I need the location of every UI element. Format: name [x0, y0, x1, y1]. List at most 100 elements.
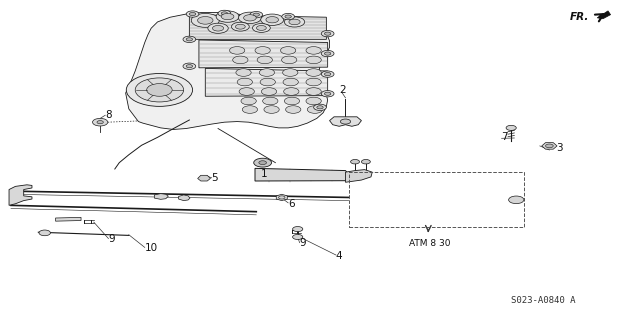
Circle shape [183, 36, 196, 42]
Circle shape [262, 97, 278, 105]
Circle shape [284, 97, 300, 105]
Circle shape [284, 88, 299, 95]
Circle shape [186, 11, 199, 17]
Circle shape [186, 65, 193, 68]
Circle shape [255, 47, 270, 54]
Circle shape [509, 196, 524, 204]
Circle shape [321, 91, 334, 97]
Circle shape [243, 106, 257, 113]
Circle shape [306, 47, 321, 54]
Circle shape [147, 84, 172, 96]
Circle shape [545, 144, 553, 148]
Text: 6: 6 [288, 199, 295, 209]
Text: 8: 8 [105, 110, 112, 120]
Circle shape [260, 78, 275, 86]
Circle shape [218, 10, 231, 17]
Text: 9: 9 [108, 234, 115, 243]
Circle shape [324, 72, 331, 76]
Circle shape [97, 121, 103, 124]
Polygon shape [276, 194, 287, 201]
Circle shape [253, 158, 271, 167]
Circle shape [186, 38, 193, 41]
Circle shape [244, 15, 256, 21]
Circle shape [280, 47, 296, 54]
Circle shape [260, 14, 284, 26]
Text: FR.: FR. [570, 12, 589, 22]
Bar [349, 172, 524, 227]
Text: 2: 2 [339, 85, 346, 95]
Circle shape [252, 24, 270, 33]
Circle shape [317, 106, 323, 109]
Circle shape [221, 12, 228, 15]
Circle shape [126, 73, 193, 106]
Circle shape [306, 69, 321, 76]
Text: 1: 1 [261, 169, 268, 179]
Circle shape [283, 69, 298, 76]
Circle shape [239, 88, 254, 95]
Polygon shape [205, 69, 328, 96]
Circle shape [39, 230, 51, 236]
Circle shape [292, 226, 303, 232]
Polygon shape [199, 40, 328, 68]
Circle shape [340, 119, 351, 124]
Circle shape [506, 125, 516, 130]
Polygon shape [346, 170, 372, 182]
Circle shape [306, 78, 321, 86]
Polygon shape [541, 143, 557, 149]
Circle shape [284, 17, 305, 27]
Circle shape [289, 19, 300, 25]
Polygon shape [9, 185, 32, 205]
Text: ATM 8 30: ATM 8 30 [409, 239, 451, 248]
Polygon shape [179, 195, 190, 201]
Circle shape [362, 160, 371, 164]
Circle shape [236, 69, 251, 76]
Polygon shape [56, 217, 81, 221]
Circle shape [191, 13, 220, 27]
Circle shape [257, 56, 273, 64]
Text: 10: 10 [145, 243, 158, 253]
Circle shape [259, 161, 266, 165]
Polygon shape [198, 175, 211, 181]
Circle shape [324, 32, 331, 35]
Circle shape [306, 97, 321, 105]
Text: 4: 4 [336, 251, 342, 261]
Circle shape [321, 71, 334, 77]
Circle shape [198, 17, 213, 24]
Circle shape [237, 78, 252, 86]
Circle shape [321, 50, 334, 57]
Polygon shape [330, 117, 362, 126]
Circle shape [183, 63, 196, 69]
Circle shape [324, 52, 331, 55]
Polygon shape [154, 194, 168, 199]
Circle shape [233, 56, 248, 64]
Circle shape [283, 78, 298, 86]
Circle shape [292, 234, 303, 240]
Text: S023-A0840 A: S023-A0840 A [511, 296, 575, 305]
Circle shape [241, 97, 256, 105]
Circle shape [212, 26, 223, 31]
Circle shape [232, 22, 249, 31]
Circle shape [257, 26, 266, 30]
Circle shape [250, 11, 262, 18]
Circle shape [216, 11, 239, 22]
Polygon shape [189, 15, 326, 39]
Polygon shape [255, 168, 349, 181]
Text: 9: 9 [300, 238, 306, 248]
Circle shape [189, 12, 196, 16]
Circle shape [230, 47, 245, 54]
Circle shape [93, 118, 108, 126]
Circle shape [285, 106, 301, 113]
Circle shape [306, 56, 321, 64]
Circle shape [261, 88, 276, 95]
Circle shape [264, 106, 279, 113]
Circle shape [253, 13, 259, 16]
Circle shape [282, 13, 294, 20]
Polygon shape [125, 12, 330, 130]
Circle shape [285, 15, 291, 18]
Circle shape [239, 12, 261, 24]
Circle shape [208, 23, 228, 33]
Circle shape [236, 24, 245, 29]
Text: 3: 3 [556, 144, 563, 153]
Circle shape [259, 69, 275, 76]
Polygon shape [597, 11, 611, 19]
